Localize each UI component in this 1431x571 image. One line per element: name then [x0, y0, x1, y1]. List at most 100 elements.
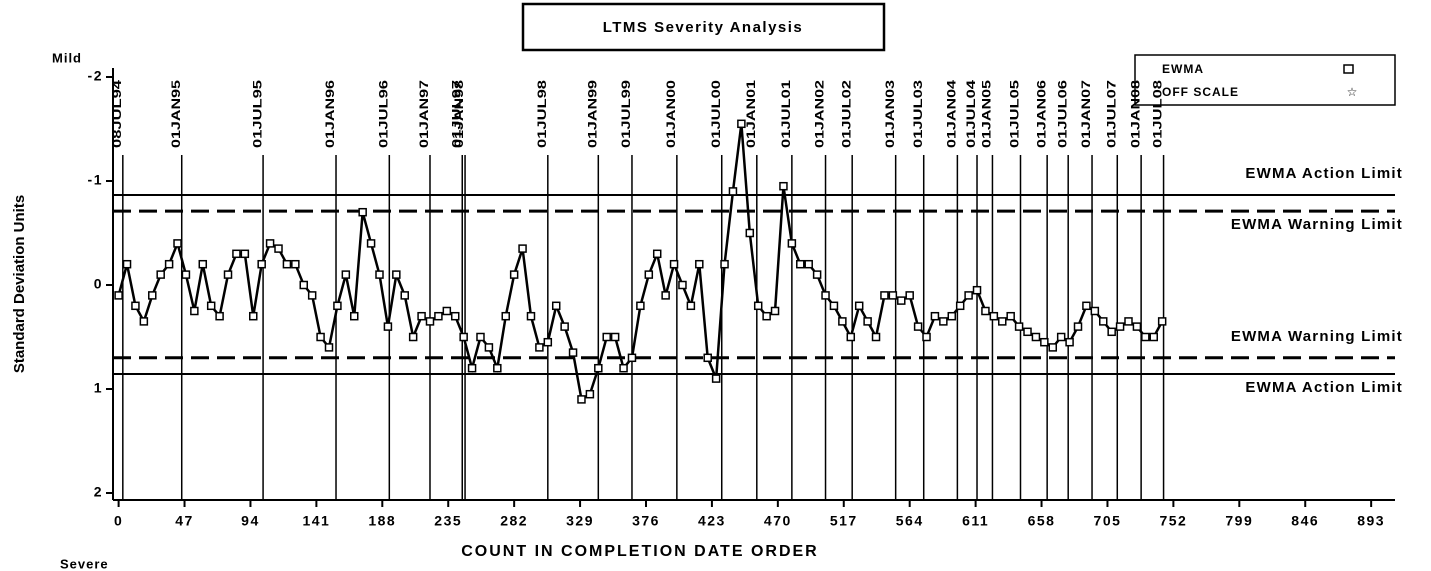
date-label: 01JUL08: [1151, 80, 1165, 148]
data-point: [206, 301, 216, 311]
data-point: [181, 270, 191, 279]
title-box: [521, 2, 886, 52]
legend-symbol: [1343, 64, 1354, 74]
x-tick-label: 658: [1028, 513, 1056, 529]
data-point: [148, 291, 157, 300]
data-point: [922, 332, 931, 342]
legend-label: OFF SCALE: [1162, 85, 1239, 99]
date-label: 01JUL96: [376, 80, 390, 148]
date-label: 01JAN98: [452, 80, 466, 148]
y-tick-label: -1: [88, 172, 103, 188]
data-point: [585, 389, 595, 399]
data-point: [796, 259, 805, 269]
data-point: [989, 311, 999, 321]
data-point: [1132, 322, 1142, 331]
date-label: 01JAN05: [980, 80, 994, 148]
data-point: [114, 291, 123, 300]
date-label: 01JUL00: [709, 80, 723, 148]
data-point: [1073, 322, 1083, 331]
data-point: [905, 291, 914, 300]
data-point: [678, 280, 687, 290]
data-point: [880, 291, 889, 300]
data-point: [392, 270, 401, 279]
data-point: [737, 119, 746, 129]
data-point: [400, 291, 409, 300]
date-label: 01JAN99: [585, 80, 599, 148]
date-label: 01JAN06: [1034, 80, 1048, 148]
data-point: [459, 332, 468, 342]
data-point: [383, 322, 393, 331]
data-point: [1157, 317, 1167, 326]
data-point: [846, 332, 856, 342]
data-point: [131, 301, 140, 311]
data-point: [854, 301, 864, 311]
legend-symbol: ☆: [1347, 85, 1358, 99]
data-point: [350, 311, 359, 321]
data-point: [804, 259, 813, 269]
data-point: [1090, 306, 1100, 316]
x-tick-label: 799: [1225, 513, 1253, 529]
data-point: [518, 244, 527, 253]
data-point: [1048, 343, 1058, 352]
data-point: [939, 317, 948, 326]
data-point: [450, 311, 460, 321]
data-point: [728, 187, 738, 196]
data-point: [636, 301, 645, 311]
data-point: [173, 239, 182, 248]
date-label: 01JAN07: [1079, 80, 1093, 148]
data-point: [998, 317, 1007, 326]
x-tick-label: 611: [962, 513, 989, 529]
data-point: [863, 317, 872, 326]
date-label: 01JAN08: [1128, 80, 1142, 148]
data-point: [1056, 332, 1066, 342]
x-tick-label: 752: [1159, 513, 1187, 529]
date-label: 01JUL99: [619, 80, 633, 148]
data-point: [501, 311, 510, 321]
data-point: [871, 332, 881, 342]
y-tick-label: 1: [94, 380, 103, 396]
data-point: [190, 306, 199, 316]
x-tick-label: 329: [566, 513, 594, 529]
data-point: [249, 311, 258, 321]
data-point: [434, 311, 443, 321]
data-point: [164, 259, 174, 269]
data-point: [686, 301, 696, 311]
date-label: 01JAN96: [323, 80, 337, 148]
data-point: [543, 337, 553, 347]
data-point: [1031, 332, 1041, 342]
y-tick-label: 2: [94, 484, 103, 500]
x-tick-label: 705: [1094, 513, 1122, 529]
data-point: [652, 249, 662, 259]
data-point: [274, 244, 283, 253]
reference-label: EWMA Warning Limit: [1231, 216, 1403, 233]
data-point: [333, 301, 342, 311]
data-point: [341, 270, 351, 279]
data-point: [964, 291, 973, 300]
y-bottom-label: Severe: [60, 556, 109, 571]
date-label: 01JAN01: [744, 80, 758, 148]
data-point: [695, 259, 704, 269]
y-tick-label: 0: [94, 276, 103, 292]
x-tick-label: 376: [632, 513, 660, 529]
data-point: [703, 353, 712, 363]
data-point: [602, 332, 611, 342]
y-axis-label: Standard Deviation Units: [11, 195, 28, 373]
data-point: [215, 311, 224, 321]
data-point: [366, 239, 376, 248]
data-point: [888, 291, 898, 300]
data-point: [122, 259, 132, 269]
x-tick-label: 235: [434, 513, 462, 529]
data-point: [669, 259, 679, 269]
data-point: [711, 374, 721, 383]
date-label: 01JUL06: [1055, 80, 1069, 148]
x-tick-label: 47: [175, 513, 194, 529]
reference-label: EWMA Action Limit: [1245, 165, 1403, 182]
y-tick-label: -2: [88, 68, 103, 84]
data-point: [551, 301, 561, 311]
data-point: [627, 353, 637, 363]
data-point: [1099, 317, 1108, 326]
date-label: 01JAN00: [664, 80, 678, 148]
data-point: [375, 270, 384, 279]
data-point: [594, 363, 603, 373]
